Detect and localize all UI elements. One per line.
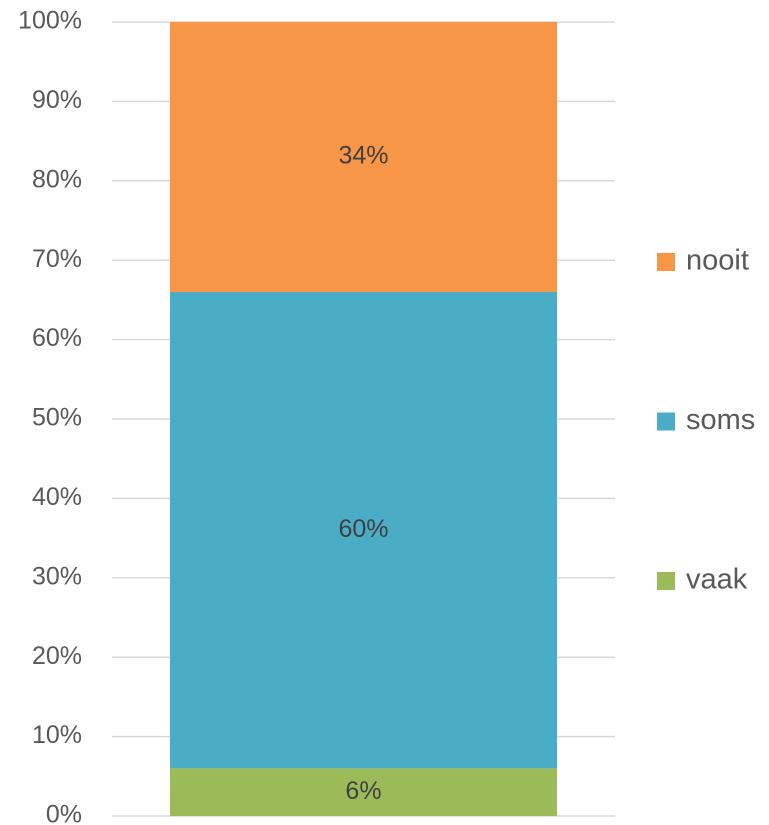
y-tick-label: 20% [32, 642, 82, 670]
y-tick-label: 10% [32, 721, 82, 749]
legend-label: soms [686, 404, 755, 436]
y-tick-label: 50% [32, 404, 82, 432]
legend-swatch [657, 412, 675, 431]
data-label: 34% [338, 142, 388, 170]
y-tick-label: 40% [32, 483, 82, 511]
data-label: 60% [338, 515, 388, 543]
y-tick-label: 30% [32, 562, 82, 590]
y-tick-label: 60% [32, 324, 82, 352]
y-tick-label: 100% [18, 7, 82, 35]
y-tick-label: 70% [32, 245, 82, 273]
bar-segment [170, 291, 557, 769]
y-tick-label: 90% [32, 86, 82, 114]
y-tick-label: 80% [32, 165, 82, 193]
bar-segment [170, 768, 557, 816]
legend-label: vaak [686, 564, 748, 596]
y-tick-label: 0% [46, 801, 82, 825]
legend-swatch [657, 253, 675, 271]
data-label: 6% [345, 777, 381, 805]
bar-segment [170, 22, 557, 292]
legend-swatch [657, 572, 675, 590]
legend-label: nooit [686, 245, 749, 277]
